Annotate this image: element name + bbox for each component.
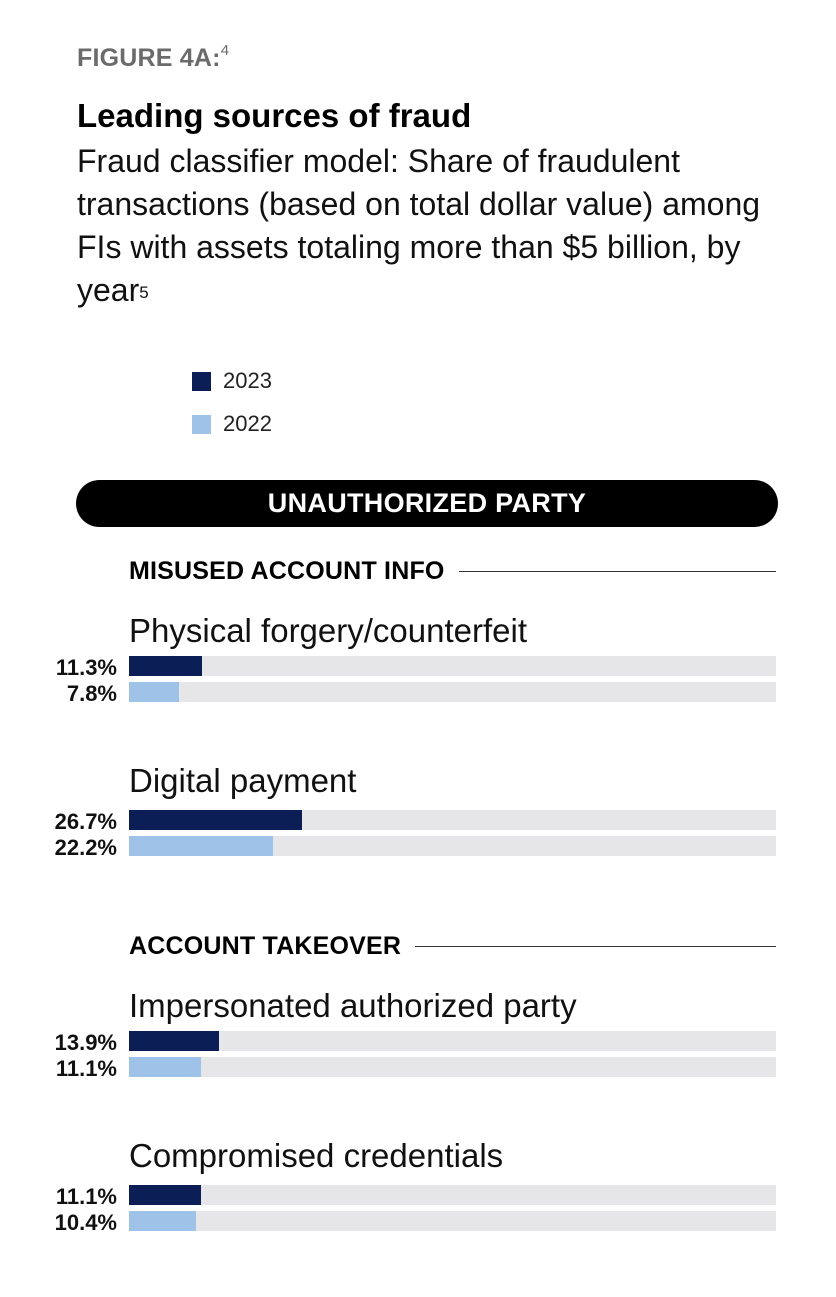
value-label: 13.9% — [54, 1030, 117, 1055]
bar-2023 — [129, 1185, 201, 1205]
bar-track — [129, 1211, 776, 1231]
subtitle-footnote-marker: 5 — [139, 283, 149, 302]
value-label: 11.1% — [55, 1184, 117, 1209]
legend-item-2023: 2023 — [192, 368, 272, 394]
bar-track — [129, 682, 776, 702]
bar-track — [129, 1185, 776, 1205]
chart-subtitle: Fraud classifier model: Share of fraudul… — [77, 143, 761, 308]
value-label: 11.3% — [55, 655, 117, 680]
bar-2022 — [129, 836, 273, 856]
value-label: 11.1% — [55, 1056, 117, 1081]
bar-track — [129, 810, 776, 830]
section-heading-label: MISUSED ACCOUNT INFO — [129, 557, 445, 585]
section-heading-account-takeover: ACCOUNT TAKEOVER — [129, 932, 776, 961]
category-label: Compromised credentials — [129, 1137, 504, 1174]
legend-item-2022: 2022 — [192, 411, 272, 437]
figure-label: FIGURE 4A:4 — [77, 42, 230, 72]
bar-2023 — [129, 1031, 219, 1051]
value-label: 22.2% — [54, 835, 117, 860]
bar-2022 — [129, 1057, 201, 1077]
section-heading-label: ACCOUNT TAKEOVER — [129, 932, 402, 960]
section-divider — [415, 946, 776, 947]
bar-track — [129, 1031, 776, 1051]
legend-swatch-2022 — [192, 414, 211, 434]
bar-track — [129, 836, 776, 856]
legend-label-2023: 2023 — [223, 368, 272, 393]
section-divider — [458, 571, 776, 572]
bar-2023 — [129, 810, 302, 830]
legend-label-2022: 2022 — [223, 411, 272, 436]
chart-title: Leading sources of fraud — [77, 97, 472, 134]
bar-2023 — [129, 656, 203, 676]
bar-2022 — [129, 682, 180, 702]
category-label: Impersonated authorized party — [129, 987, 577, 1024]
value-label: 26.7% — [54, 809, 117, 834]
legend-swatch-2023 — [192, 371, 211, 391]
category-label: Physical forgery/counterfeit — [129, 612, 528, 649]
value-label: 7.8% — [66, 681, 117, 706]
section-heading-misused-account-info: MISUSED ACCOUNT INFO — [129, 557, 776, 586]
bar-2022 — [129, 1211, 197, 1231]
category-label: Digital payment — [129, 762, 357, 799]
figure-footnote-marker: 4 — [220, 42, 230, 59]
section-banner: UNAUTHORIZED PARTY — [76, 480, 778, 527]
bar-track — [129, 656, 776, 676]
bar-track — [129, 1057, 776, 1077]
value-label: 10.4% — [54, 1210, 117, 1235]
